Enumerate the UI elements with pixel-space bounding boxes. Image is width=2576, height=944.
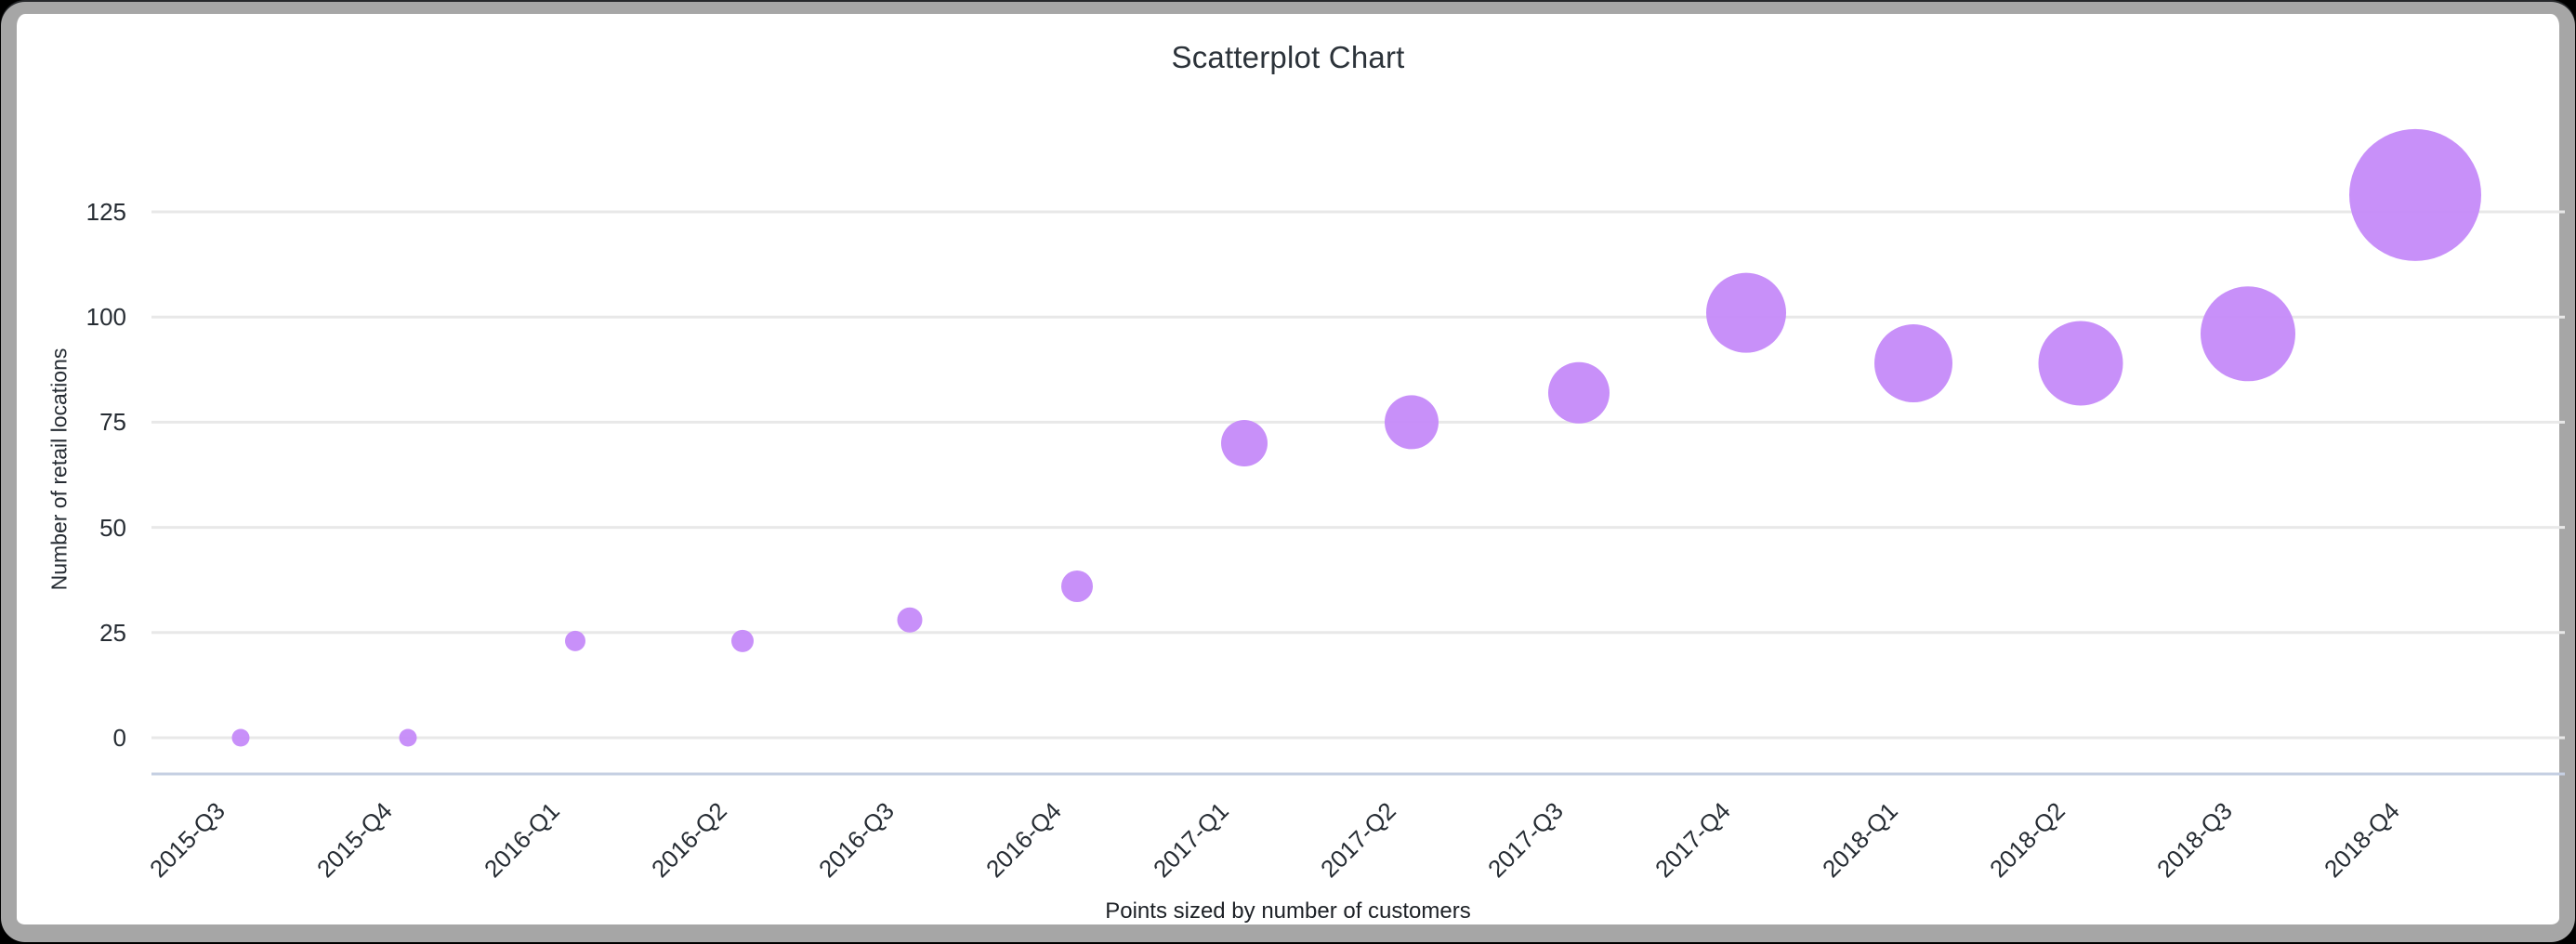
y-tick-label: 0	[112, 724, 126, 752]
chart-title: Scatterplot Chart	[1171, 40, 1405, 74]
data-point[interactable]	[1874, 324, 1952, 403]
y-tick-label: 125	[85, 198, 126, 226]
data-point[interactable]	[399, 728, 417, 747]
data-point[interactable]	[1385, 395, 1439, 450]
data-point[interactable]	[2349, 128, 2481, 261]
data-point[interactable]	[2201, 286, 2295, 382]
y-tick-label: 100	[85, 303, 126, 332]
data-point[interactable]	[897, 607, 923, 633]
data-point[interactable]	[231, 728, 250, 747]
data-point[interactable]	[731, 629, 754, 652]
data-point[interactable]	[1706, 272, 1786, 353]
scatter-plot	[151, 128, 2565, 776]
y-tick-label: 75	[99, 408, 126, 437]
y-tick-label: 50	[99, 513, 126, 542]
y-tick-label: 25	[99, 618, 126, 647]
data-point[interactable]	[1221, 420, 1268, 467]
size-caption: Points sized by number of customers	[1105, 898, 1471, 924]
data-point[interactable]	[1061, 570, 1093, 602]
data-point[interactable]	[2038, 321, 2123, 406]
data-point[interactable]	[1548, 361, 1610, 424]
data-point[interactable]	[565, 630, 585, 651]
